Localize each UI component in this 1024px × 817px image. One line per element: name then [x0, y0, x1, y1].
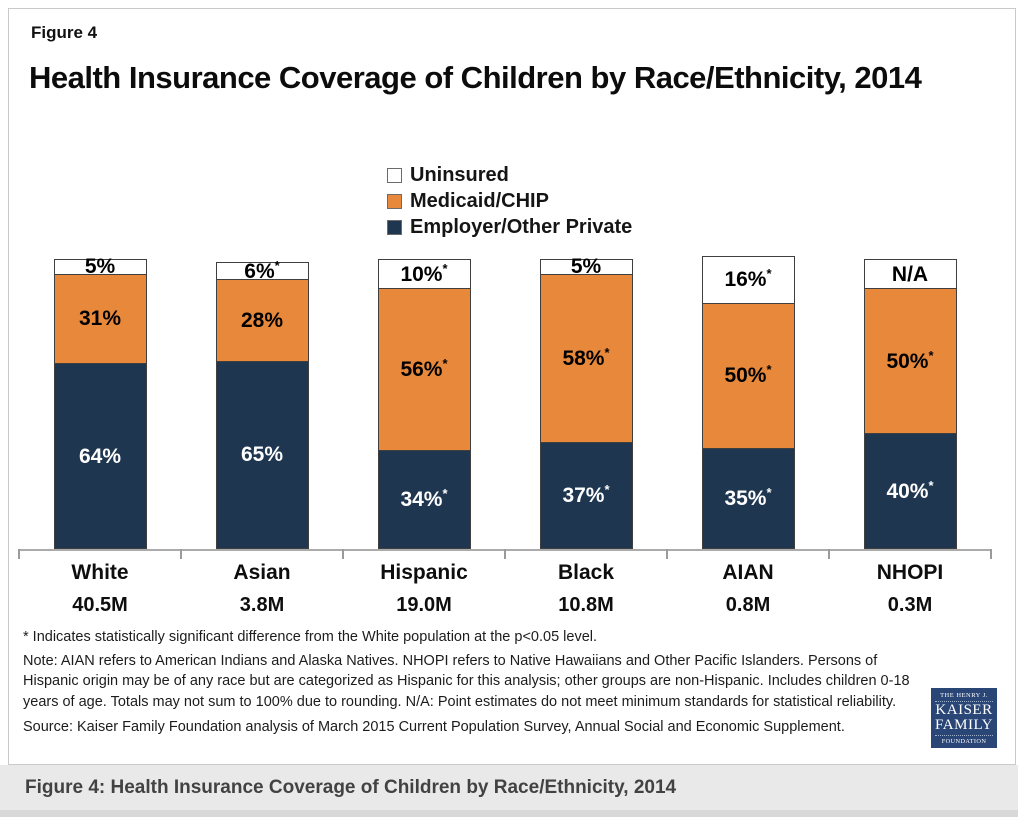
- category-label-hispanic: Hispanic: [380, 561, 468, 584]
- category-label-black: Black: [557, 561, 615, 584]
- legend-label: Medicaid/CHIP: [410, 189, 549, 212]
- chart-legend: Uninsured Medicaid/CHIP Employer/Other P…: [387, 162, 632, 240]
- segment-value-label: 58%*: [562, 344, 610, 370]
- axis-tick: [990, 549, 992, 559]
- category-label-aian: AIAN: [722, 561, 774, 584]
- segment-value-label: 50%*: [886, 347, 934, 373]
- figure-label: Figure 4: [31, 23, 98, 42]
- legend-item-uninsured: Uninsured: [387, 162, 632, 188]
- population-label-black: 10.8M: [558, 594, 614, 616]
- population-label-aian: 0.8M: [725, 594, 771, 616]
- segment-value-label: 37%*: [562, 481, 610, 507]
- axis-tick: [18, 549, 20, 559]
- segment-nhopi-employer-other-private: 40%*: [863, 433, 957, 549]
- bar-aian: 35%* 50%* 16%*: [701, 256, 795, 549]
- segment-hispanic-medicaid-chip: 56%*: [377, 288, 471, 451]
- population-label-nhopi: 0.3M: [887, 594, 933, 616]
- category-label-nhopi: NHOPI: [876, 561, 944, 584]
- caption-text: Figure 4: Health Insurance Coverage of C…: [25, 776, 677, 798]
- segment-value-label: 65%: [240, 443, 284, 467]
- segment-white-employer-other-private: 64%: [53, 363, 147, 549]
- segment-value-label: 40%*: [886, 477, 934, 503]
- segment-value-label: 28%: [240, 308, 284, 332]
- bar-hispanic: 34%* 56%* 10%*: [377, 259, 471, 549]
- bar-black: 37%* 58%* 5%: [539, 255, 633, 549]
- segment-value-label: 35%*: [724, 484, 772, 510]
- legend-item-medicaid-chip: Medicaid/CHIP: [387, 188, 632, 214]
- segment-value-label: N/A: [891, 262, 929, 286]
- footnote-significance: * Indicates statistically significant di…: [23, 629, 598, 645]
- segment-asian-employer-other-private: 65%: [215, 360, 309, 549]
- legend-item-employer-private: Employer/Other Private: [387, 214, 632, 240]
- segment-white-medicaid-chip: 31%: [53, 273, 147, 364]
- legend-label: Employer/Other Private: [410, 215, 633, 238]
- segment-black-employer-other-private: 37%*: [539, 441, 633, 549]
- segment-nhopi-medicaid-chip: 50%*: [863, 288, 957, 433]
- segment-black-medicaid-chip: 58%*: [539, 273, 633, 442]
- axis-tick: [828, 549, 830, 559]
- segment-black-uninsured: 5%: [539, 255, 633, 279]
- caption-bar: Figure 4: Health Insurance Coverage of C…: [0, 765, 1018, 810]
- axis-tick: [504, 549, 506, 559]
- logo-text-foundation: FOUNDATION: [935, 735, 993, 746]
- bottom-strip: [0, 810, 1018, 817]
- segment-nhopi-uninsured: N/A: [863, 259, 957, 288]
- logo-text-top: THE HENRY J.: [935, 692, 993, 702]
- segment-aian-employer-other-private: 35%*: [701, 447, 795, 549]
- axis-tick: [342, 549, 344, 559]
- category-label-asian: Asian: [233, 561, 291, 584]
- bar-asian: 65% 28% 6%*: [215, 257, 309, 549]
- footnote-note: Note: AIAN refers to American Indians an…: [23, 652, 910, 710]
- segment-hispanic-uninsured: 10%*: [377, 259, 471, 289]
- segment-aian-uninsured: 16%*: [701, 256, 795, 303]
- logo-text-family: FAMILY: [935, 717, 993, 733]
- slide: Figure 4 Health Insurance Coverage of Ch…: [8, 8, 1016, 765]
- segment-value-label: 50%*: [724, 362, 772, 387]
- footnotes: * Indicates statistically significant di…: [23, 627, 925, 738]
- population-label-asian: 3.8M: [239, 594, 285, 616]
- segment-asian-medicaid-chip: 28%: [215, 279, 309, 361]
- segment-aian-medicaid-chip: 50%*: [701, 302, 795, 448]
- axis-tick: [666, 549, 668, 559]
- segment-value-label: 6%*: [244, 257, 280, 283]
- legend-swatch-medicaid-chip: [387, 193, 402, 209]
- bar-white: 64% 31% 5%: [53, 255, 147, 549]
- segment-value-label: 16%*: [724, 266, 772, 292]
- segment-value-label: 5%: [570, 255, 602, 279]
- segment-asian-uninsured: 6%*: [215, 257, 309, 283]
- segment-value-label: 56%*: [400, 356, 448, 382]
- segment-hispanic-employer-other-private: 34%*: [377, 450, 471, 549]
- legend-swatch-employer-private: [387, 219, 402, 235]
- footnote-source: Source: Kaiser Family Foundation analysi…: [23, 719, 845, 736]
- segment-white-uninsured: 5%: [53, 255, 147, 279]
- plot-area: 64% 31% 5% 65% 28% 6%* 34%* 56%* 10%* 37%* 58%* 5% 3…: [9, 9, 1017, 549]
- segment-value-label: 64%: [78, 444, 122, 468]
- category-label-white: White: [71, 561, 129, 584]
- logo-text-kaiser: KAISER: [935, 702, 993, 718]
- segment-value-label: 34%*: [400, 486, 448, 512]
- population-label-white: 40.5M: [72, 594, 128, 616]
- bar-nhopi: 40%* 50%* N/A: [863, 259, 957, 549]
- segment-value-label: 10%*: [400, 260, 448, 286]
- kaiser-family-foundation-logo: THE HENRY J. KAISER FAMILY FOUNDATION: [931, 688, 997, 748]
- axis-tick: [180, 549, 182, 559]
- legend-swatch-uninsured: [387, 167, 402, 183]
- population-label-hispanic: 19.0M: [396, 594, 452, 616]
- segment-value-label: 31%: [78, 307, 122, 331]
- legend-label: Uninsured: [410, 163, 509, 186]
- page-title: Health Insurance Coverage of Children by…: [29, 60, 922, 95]
- segment-value-label: 5%: [84, 255, 116, 279]
